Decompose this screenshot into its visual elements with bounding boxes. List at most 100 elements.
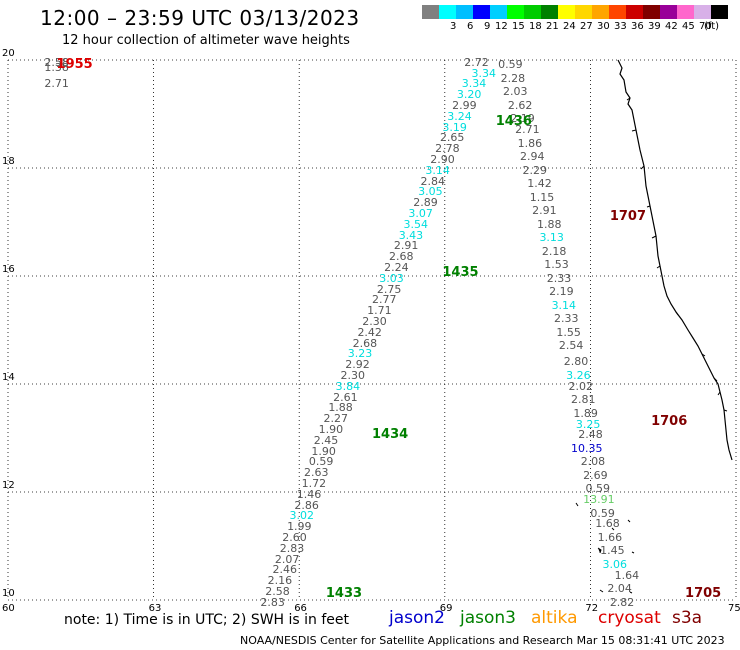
y-tick-label: 18	[2, 156, 15, 167]
wave-height-value: 1.64	[614, 568, 640, 582]
wave-height-value: 3.43	[398, 228, 424, 242]
legend-swatch	[711, 5, 728, 19]
wave-height-value: 3.54	[403, 217, 429, 231]
wave-height-value: 2.72	[464, 55, 489, 69]
wave-height-value: 2.16	[267, 574, 293, 588]
y-tick-label: 10	[2, 588, 15, 599]
legend-swatch	[626, 5, 643, 19]
pass-time-label: 1705	[685, 585, 722, 601]
wave-height-value: 2.19	[549, 285, 574, 299]
wave-height-value: 2.99	[452, 98, 477, 112]
wave-height-value: 2.60	[282, 530, 307, 544]
x-tick-label: 69	[439, 603, 453, 614]
legend-swatch	[473, 5, 490, 19]
wave-height-value: 2.04	[607, 582, 632, 596]
wave-height-value: 2.62	[507, 98, 533, 112]
wave-height-value: 3.07	[408, 206, 433, 220]
wave-height-value: 2.65	[439, 131, 465, 145]
wave-height-value: 2.07	[274, 552, 300, 566]
wave-height-value: 2.30	[362, 314, 387, 328]
island-dots	[575, 502, 635, 594]
wave-height-value: 2.03	[503, 85, 528, 99]
legend-swatch	[422, 5, 439, 19]
wave-height-value: 2.69	[583, 468, 608, 482]
legend-label: 6	[467, 21, 474, 32]
wave-height-value: 2.63	[304, 466, 329, 480]
wave-height-value: 1.68	[595, 517, 620, 531]
wave-height-value: 3.02	[289, 509, 314, 523]
x-tick-label: 63	[148, 603, 162, 614]
satellite-jason2: jason2	[389, 608, 445, 628]
satellite-altika: altika	[531, 608, 578, 628]
legend-label: 33	[614, 21, 627, 32]
x-tick-label: 72	[585, 603, 599, 614]
legend-swatch	[507, 5, 524, 19]
chart-subtitle: 12 hour collection of altimeter wave hei…	[62, 33, 350, 48]
legend-label: 42	[665, 21, 678, 32]
wave-height-value: 1.15	[529, 190, 555, 204]
legend-swatch	[456, 5, 473, 19]
coastline-path	[617, 59, 733, 461]
wave-height-value: 2.61	[333, 390, 358, 404]
wave-height-value: 0.59	[590, 506, 615, 520]
legend-label: 27	[580, 21, 593, 32]
pass-time-label: 1706	[651, 413, 688, 429]
wave-height-value: 2.46	[272, 563, 298, 577]
wave-height-value: 2.71	[44, 77, 69, 91]
y-tick-label: 20	[2, 48, 15, 59]
wave-height-value: 3.23	[347, 347, 373, 361]
legend-swatch	[677, 5, 694, 19]
legend-label: 70	[699, 21, 712, 32]
wave-height-value: 1.90	[318, 422, 344, 436]
satellite-jason3: jason3	[460, 608, 516, 628]
wave-height-value: 3.20	[456, 88, 482, 102]
wave-height-value: 1.71	[367, 304, 392, 318]
x-tick-label: 75	[728, 603, 740, 614]
wave-height-value: 10.35	[570, 441, 603, 455]
legend-label: 21	[546, 21, 559, 32]
x-tick-label: 60	[2, 603, 15, 614]
wave-height-value: 2.68	[352, 336, 378, 350]
wave-height-value: 3.24	[447, 109, 472, 123]
y-tick-label: 14	[2, 372, 15, 383]
wave-height-value: 2.33	[554, 312, 579, 326]
wave-height-value: 2.86	[294, 498, 319, 512]
legend-swatch	[575, 5, 592, 19]
wave-height-value: 3.19	[442, 120, 467, 134]
wave-height-value: 3.26	[566, 368, 591, 382]
wave-height-value: 3.03	[379, 271, 404, 285]
wave-height-value: 1.88	[537, 217, 562, 231]
legend-label: 36	[631, 21, 644, 32]
wave-height-value: 2.84	[420, 174, 446, 188]
wave-height-value: 2.54	[558, 339, 584, 353]
wave-height-value: 1.90	[311, 444, 336, 458]
wave-height-value: 1.89	[573, 406, 598, 420]
wave-height-value: 2.83	[279, 541, 305, 555]
legend-swatch	[490, 5, 507, 19]
wave-height-value: 0.59	[498, 58, 523, 72]
wave-height-value: 2.58	[44, 55, 69, 69]
legend-label: 45	[682, 21, 695, 32]
legend-label: 3	[450, 21, 457, 32]
wave-height-value: 2.78	[435, 142, 460, 156]
legend-swatch	[694, 5, 711, 19]
wave-height-value: 2.48	[578, 428, 603, 442]
wave-height-value: 2.02	[568, 379, 594, 393]
legend-swatch	[609, 5, 626, 19]
wave-height-value: 2.58	[265, 584, 290, 598]
wave-height-value: 13.91	[583, 493, 615, 507]
wave-height-value: 2.89	[413, 196, 438, 210]
wave-height-value: 2.71	[515, 123, 540, 137]
wave-height-value: 1.66	[597, 530, 623, 544]
wave-height-value: 1.55	[556, 325, 581, 339]
wave-height-value: 3.05	[418, 185, 443, 199]
wave-height-value: 2.94	[520, 150, 545, 164]
wave-height-value: 2.92	[345, 358, 370, 372]
pass-time-label: 1707	[609, 208, 646, 224]
wave-height-value: 2.28	[500, 71, 526, 85]
pass-time-label: 1435	[442, 265, 479, 281]
x-tick-label: 66	[294, 603, 307, 614]
pass-time-label: 1434	[372, 427, 409, 443]
wave-height-value: 3.13	[539, 231, 564, 245]
wave-height-value: 1.46	[296, 487, 322, 501]
